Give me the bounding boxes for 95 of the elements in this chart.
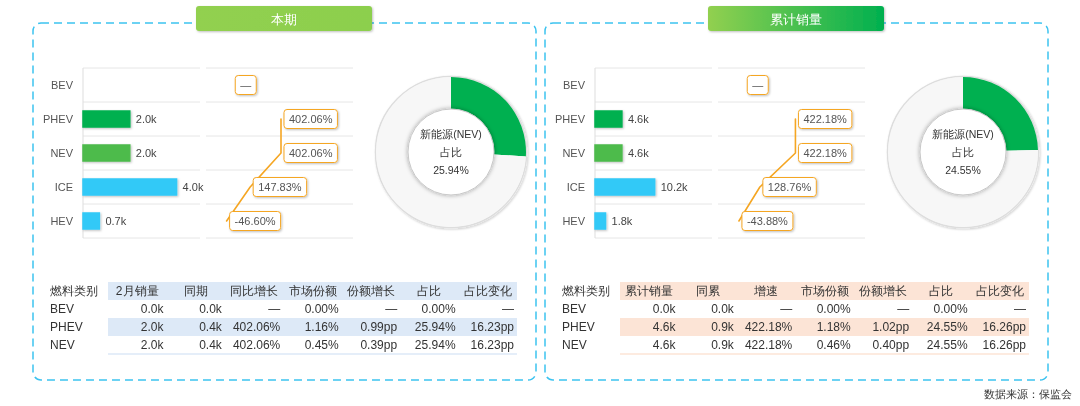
category-label: 增速 <box>753 284 779 298</box>
text: — <box>1014 302 1026 316</box>
data-label: 2.0k <box>135 147 158 159</box>
text: 占比 <box>440 146 462 158</box>
category-label: 同累 <box>695 284 720 298</box>
text: 0.0k <box>199 302 222 316</box>
text: 0.4k <box>199 338 222 352</box>
text: 4.6k <box>652 320 676 334</box>
y-tick-label: BEV <box>50 79 74 91</box>
category-label: 累计销量 <box>625 284 674 298</box>
text: 新能源(NEV) <box>420 128 482 140</box>
text: 0.45% <box>304 338 339 352</box>
text: 0.4k <box>199 320 222 334</box>
text: 422.18% <box>744 320 793 334</box>
y-tick-label: PHEV <box>555 113 586 125</box>
text: 累计销量 <box>770 11 822 27</box>
y-tick-label: HEV <box>562 215 586 227</box>
text: 2.0k <box>140 320 164 334</box>
text: — <box>897 302 910 316</box>
text: 16.23pp <box>470 320 514 334</box>
text: 2.0k <box>140 338 164 352</box>
category-label: 同比增长 <box>230 284 279 298</box>
text: 16.23pp <box>470 338 514 352</box>
text: 1.16% <box>304 320 339 334</box>
data-label: 128.76% <box>767 181 812 193</box>
category-label: 份额增长 <box>858 284 907 298</box>
y-tick-label: HEV <box>50 215 74 227</box>
text: — <box>268 302 281 316</box>
y-tick-label: ICE <box>566 181 585 193</box>
category-label: 2月销量 <box>115 284 159 298</box>
data-label: 147.83% <box>258 181 302 193</box>
y-tick-label: NEV <box>562 147 586 159</box>
text: 16.26pp <box>982 320 1026 334</box>
text: 0.99pp <box>360 320 398 334</box>
text: 0.0k <box>711 302 734 316</box>
data-label: -43.88% <box>746 215 789 227</box>
data-label: 2.0k <box>135 113 158 125</box>
text: 0.0k <box>140 302 164 316</box>
text: 0.00% <box>816 302 851 316</box>
text: 1.02pp <box>872 320 910 334</box>
text: 0.39pp <box>360 338 398 352</box>
y-tick-label: PHEV <box>43 113 74 125</box>
text: 0.9k <box>711 320 734 334</box>
text: — <box>780 302 793 316</box>
data-label: 4.0k <box>182 181 204 193</box>
text: — <box>502 302 514 316</box>
data-label: 4.6k <box>627 147 650 159</box>
text: — <box>752 79 764 91</box>
text: 25.94% <box>414 320 456 334</box>
text: 0.46% <box>816 338 851 352</box>
category-label: 燃料类别 <box>562 284 610 298</box>
source-note: 数据来源：保监会 <box>984 388 1072 400</box>
text: 25.94% <box>433 164 469 176</box>
y-tick-label: BEV <box>562 79 586 91</box>
text: 0.9k <box>711 338 734 352</box>
text: 新能源(NEV) <box>932 128 994 140</box>
text: 422.18% <box>744 338 793 352</box>
text: 4.6k <box>652 338 676 352</box>
category-label: 市场份额 <box>800 284 849 298</box>
text: 0.00% <box>304 302 339 316</box>
text: — <box>385 302 398 316</box>
category-label: 份额增长 <box>346 284 395 298</box>
text: 16.26pp <box>982 338 1026 352</box>
text: 占比 <box>952 146 974 158</box>
data-label: 402.06% <box>289 113 333 125</box>
data-label: 4.6k <box>627 113 650 125</box>
text: 0.00% <box>933 302 968 316</box>
category-label: 占比 <box>929 284 954 298</box>
y-tick-label: NEV <box>50 147 74 159</box>
text: 24.55% <box>945 164 981 176</box>
data-label: 402.06% <box>289 147 333 159</box>
text: 0.0k <box>652 302 676 316</box>
data-label: 422.18% <box>803 147 848 159</box>
category-label: 同期 <box>183 284 208 298</box>
text: 25.94% <box>414 338 456 352</box>
y-tick-label: ICE <box>54 181 73 193</box>
text: — <box>240 79 252 91</box>
category-label: 占比变化 <box>463 284 512 298</box>
data-label: 1.8k <box>611 215 633 227</box>
text: 402.06% <box>232 338 281 352</box>
text: 402.06% <box>232 320 281 334</box>
text: 1.18% <box>816 320 851 334</box>
data-label: 10.2k <box>660 181 689 193</box>
text: 24.55% <box>926 320 968 334</box>
text: 24.55% <box>926 338 968 352</box>
category-label: 燃料类别 <box>50 284 98 298</box>
data-label: -46.60% <box>234 215 276 227</box>
category-label: 占比 <box>417 284 442 298</box>
category-label: 占比变化 <box>975 284 1024 298</box>
text: 0.40pp <box>872 338 910 352</box>
data-label: 422.18% <box>803 113 848 125</box>
text: 0.00% <box>421 302 456 316</box>
text: 本期 <box>271 11 297 27</box>
data-label: 0.7k <box>105 215 127 227</box>
category-label: 市场份额 <box>288 284 337 298</box>
